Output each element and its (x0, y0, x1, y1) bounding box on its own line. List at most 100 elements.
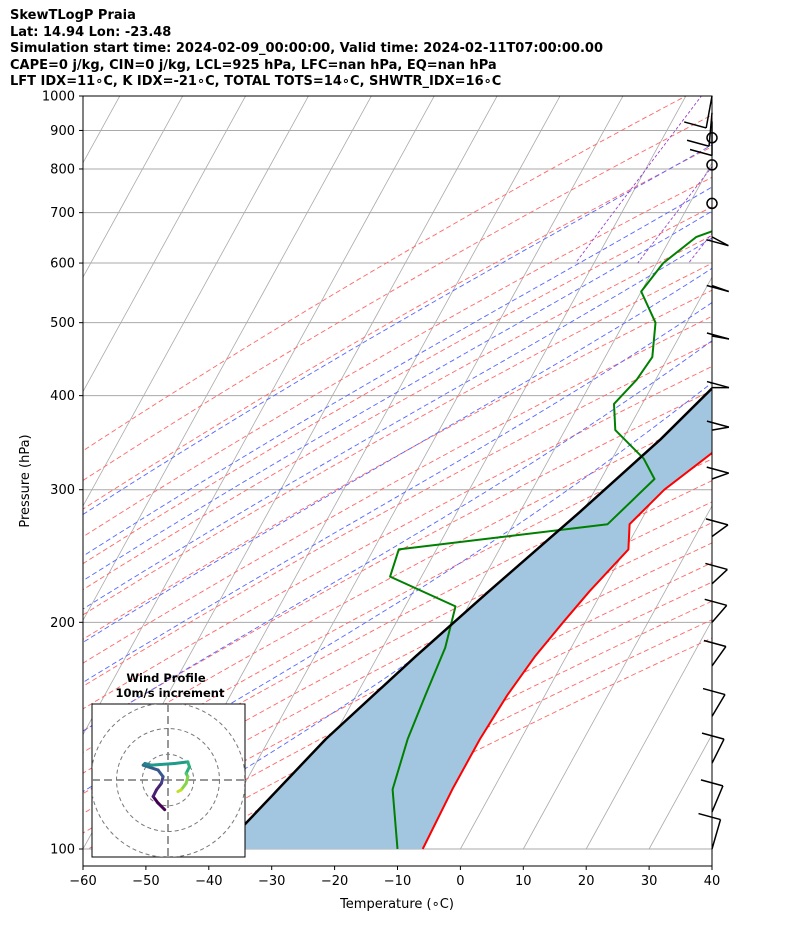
isotherm (208, 96, 624, 850)
wind-barb-flag (706, 420, 730, 428)
hodograph-title: Wind Profile (126, 671, 206, 685)
dry-adiabat (83, 206, 712, 565)
wind-barb (711, 524, 729, 538)
mixing-ratio-line (688, 232, 712, 264)
isotherm (83, 96, 247, 393)
x-tick-label: −50 (132, 874, 159, 889)
moist-adiabat (83, 210, 712, 582)
isotherm (585, 619, 712, 850)
wind-barb (711, 604, 728, 623)
hodograph-segment (150, 762, 177, 767)
wind-barb-flag (686, 139, 710, 147)
x-tick-label: 40 (704, 874, 721, 889)
hodograph-segment (156, 801, 167, 812)
wind-barb (708, 112, 713, 147)
parcel-line (220, 386, 712, 850)
wind-barb-flag (705, 562, 728, 571)
location-line: Lat: 14.94 Lon: -23.48 (10, 24, 172, 40)
wind-barb (711, 646, 727, 667)
wind-barb-calm (706, 197, 718, 210)
time-line: Simulation start time: 2024-02-09_00:00:… (10, 41, 603, 56)
x-tick-label: −30 (258, 874, 285, 889)
dry-adiabat (83, 315, 712, 664)
isotherm (0, 83, 1, 849)
x-tick-label: −40 (195, 874, 222, 889)
x-tick-label: −10 (384, 874, 411, 889)
moist-adiabat (83, 186, 712, 557)
x-tick-label: −20 (321, 874, 348, 889)
cape-line: CAPE=0 j/kg, CIN=0 j/kg, LCL=925 hPa, LF… (10, 57, 497, 73)
y-axis-label: Pressure (hPa) (18, 434, 33, 527)
dewpoint-line (389, 230, 712, 850)
y-tick-label: 200 (50, 616, 75, 631)
wind-barb-calm (706, 132, 718, 144)
x-tick-label: 10 (515, 874, 532, 889)
wind-barb (705, 95, 713, 129)
y-tick-label: 800 (50, 162, 75, 177)
wind-barb-flag (703, 639, 727, 648)
isotherm (522, 505, 712, 850)
mixing-ratio-line (575, 96, 702, 264)
wind-barb (711, 426, 730, 431)
dry-adiabat (83, 365, 712, 710)
dry-adiabat (83, 235, 712, 591)
wind-barb-flag (704, 598, 727, 607)
wind-barb-flag (706, 238, 729, 247)
y-tick-label: 1000 (42, 90, 75, 105)
dry-adiabat (83, 413, 712, 753)
wind-barb-flag (705, 518, 729, 526)
y-tick-label: 100 (50, 843, 75, 858)
chart-header: SkewTLogP Praia Lat: 14.94 Lon: -23.48 S… (10, 8, 603, 91)
wind-barb-flag (701, 732, 725, 740)
wind-barb (711, 568, 728, 585)
wind-barb (711, 738, 725, 764)
x-tick-label: −60 (69, 874, 96, 889)
hodograph-subtitle: 10m/s increment (116, 686, 225, 700)
wind-barb-flag (706, 466, 729, 474)
y-tick-label: 600 (50, 257, 75, 272)
dry-adiabat (88, 522, 712, 850)
mixing-ratio-line (743, 83, 794, 263)
moist-adiabat (83, 267, 712, 643)
dry-adiabat (83, 96, 687, 452)
wind-barb-flag (683, 121, 707, 129)
cin-shading (221, 388, 712, 849)
y-tick-label: 400 (50, 389, 75, 404)
isotherm (711, 848, 712, 849)
isotherm (83, 96, 184, 279)
dry-adiabat (83, 436, 712, 774)
x-tick-label: 20 (578, 874, 595, 889)
x-axis-label: Temperature (∘C) (339, 897, 454, 912)
wind-barb-flag (706, 332, 730, 340)
wind-barb-flag (706, 284, 729, 293)
moist-adiabat (83, 301, 712, 683)
wind-barb-flag (702, 687, 726, 696)
isotherm (271, 96, 687, 850)
wind-barb (711, 819, 722, 850)
dry-adiabat (83, 501, 712, 834)
y-tick-label: 700 (50, 206, 75, 221)
wind-barb-flag (689, 148, 713, 157)
chart-title: SkewTLogP Praia (10, 8, 136, 23)
moist-adiabat (83, 382, 712, 793)
y-tick-label: 500 (50, 316, 75, 331)
wind-barb-flag (700, 779, 724, 787)
x-tick-label: 0 (456, 874, 464, 889)
hodograph-segment (146, 765, 160, 772)
dry-adiabat (83, 389, 712, 732)
isotherm (83, 96, 435, 736)
x-tick-label: 30 (641, 874, 658, 889)
wind-barb (711, 694, 726, 717)
dry-adiabat (83, 262, 712, 616)
y-tick-label: 900 (50, 124, 75, 139)
moist-adiabat (83, 237, 712, 610)
hodograph-segment (173, 760, 190, 765)
wind-barb-flag (698, 812, 721, 821)
hodograph-segment (176, 788, 183, 794)
wind-barb (711, 785, 724, 813)
wind-barb-calm (706, 159, 718, 171)
isotherm (83, 96, 372, 622)
y-tick-label: 300 (50, 483, 75, 498)
wind-barb (711, 472, 729, 480)
